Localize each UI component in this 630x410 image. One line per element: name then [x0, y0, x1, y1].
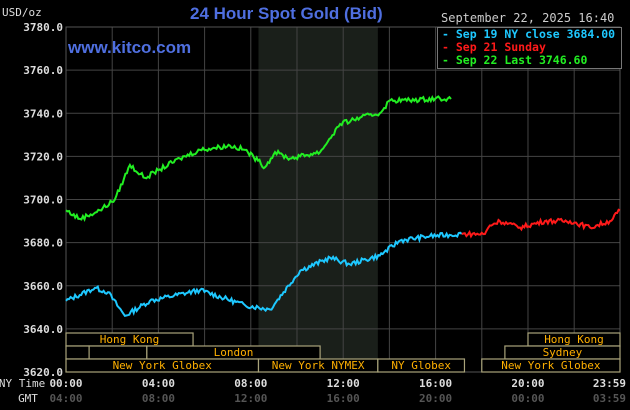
- brand-link[interactable]: www.kitco.com: [68, 38, 192, 57]
- legend-label: Sep 21 Sunday: [455, 40, 546, 54]
- chart-title: 24 Hour Spot Gold (Bid): [190, 4, 383, 23]
- x-tick-label: 16:00: [419, 377, 452, 390]
- x-axis-row-label: NY Time: [0, 377, 45, 390]
- session-label: NY Globex: [391, 359, 451, 372]
- x-tick-label: 12:00: [327, 377, 360, 390]
- x-tick-label: 03:59: [593, 392, 626, 405]
- series-line: [461, 208, 621, 239]
- x-tick-label: 08:00: [142, 392, 175, 405]
- session-label: New York Globex: [501, 359, 601, 372]
- y-tick-label: 3700.0: [23, 194, 63, 207]
- x-tick-label: 04:00: [142, 377, 175, 390]
- session-label: Hong Kong: [544, 333, 604, 346]
- y-tick-label: 3740.0: [23, 107, 63, 120]
- x-tick-label: 16:00: [327, 392, 360, 405]
- legend-item: - Sep 21 Sunday: [442, 40, 546, 54]
- session-box: [65, 345, 90, 360]
- session-label: London: [214, 346, 254, 359]
- series-line: [65, 94, 452, 222]
- session-label: New York NYMEX: [272, 359, 365, 372]
- x-tick-label: 12:00: [234, 392, 267, 405]
- session-box: [481, 358, 621, 373]
- y-tick-label: 3760.0: [23, 64, 63, 77]
- legend-label: Sep 22 Last 3746.60: [455, 53, 588, 67]
- x-axis-row-label: GMT: [18, 392, 38, 405]
- x-tick-label: 08:00: [234, 377, 267, 390]
- timestamp: September 22, 2025 16:40: [441, 11, 615, 25]
- session-label: New York Globex: [113, 359, 213, 372]
- y-tick-label: 3660.0: [23, 280, 63, 293]
- x-tick-label: 00:00: [49, 377, 82, 390]
- y-tick-label: 3780.0: [23, 21, 63, 34]
- x-tick-label: 23:59: [593, 377, 626, 390]
- y-tick-label: 3720.0: [23, 150, 63, 163]
- legend-label: Sep 19 NY close 3684.00: [455, 27, 616, 41]
- y-axis-unit: USD/oz: [2, 6, 42, 19]
- y-tick-label: 3640.0: [23, 323, 63, 336]
- y-tick-label: 3620.0: [23, 366, 63, 379]
- series-line: [65, 231, 463, 318]
- legend: - Sep 19 NY close 3684.00 - Sep 21 Sunda…: [437, 27, 622, 69]
- session-label: Hong Kong: [100, 333, 160, 346]
- y-tick-label: 3680.0: [23, 237, 63, 250]
- x-tick-label: 20:00: [419, 392, 452, 405]
- session-box: [88, 345, 148, 360]
- session-box: [377, 358, 466, 373]
- x-tick-label: 04:00: [49, 392, 82, 405]
- legend-item: - Sep 19 NY close 3684.00: [442, 27, 616, 41]
- legend-item: - Sep 22 Last 3746.60: [442, 53, 588, 67]
- x-tick-label: 20:00: [511, 377, 544, 390]
- x-tick-label: 00:00: [511, 392, 544, 405]
- session-label: Sydney: [543, 346, 583, 359]
